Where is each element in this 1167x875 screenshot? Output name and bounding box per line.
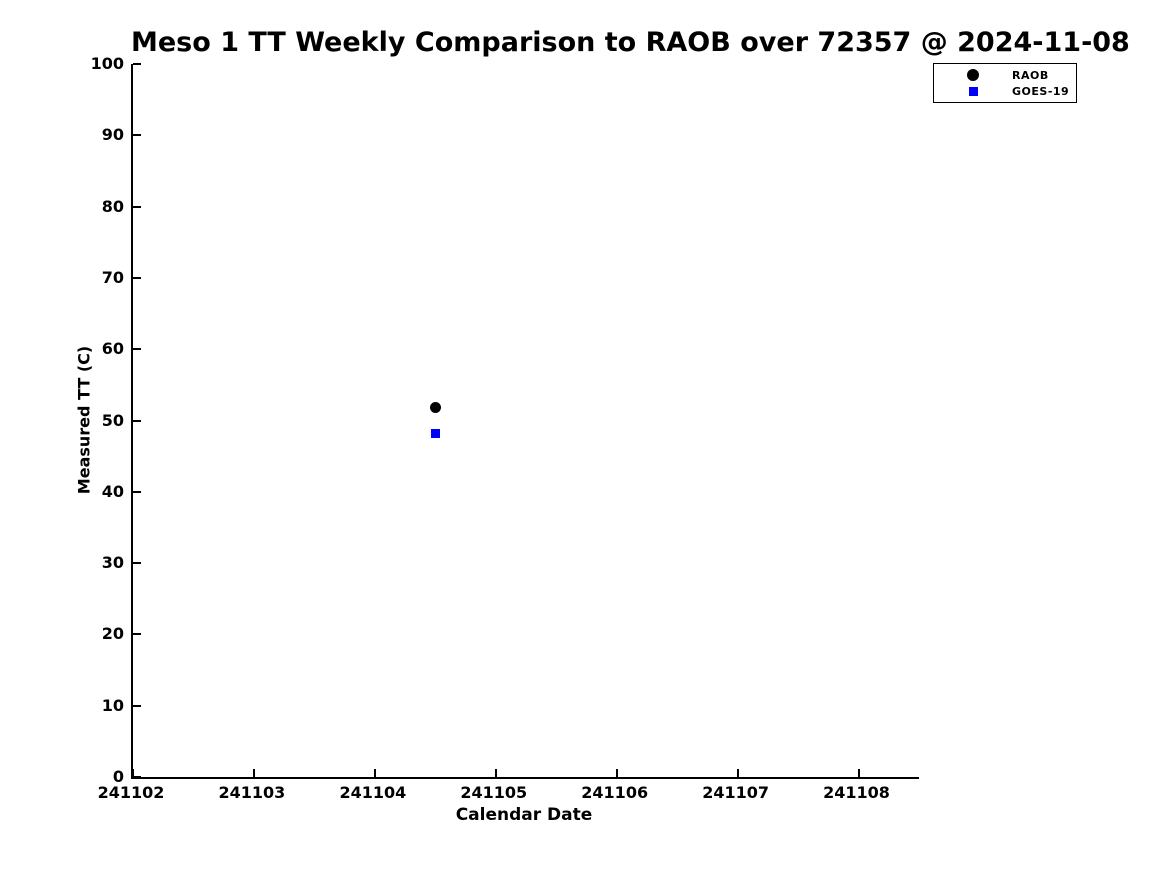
y-tick-label: 100 [90,54,124,73]
x-tick-mark [494,769,497,777]
legend-item-raob: RAOB [934,67,1076,83]
x-tick-label: 241106 [581,783,649,802]
legend-label: GOES-19 [1012,84,1070,98]
x-tick-label: 241103 [218,783,286,802]
x-tick-mark [252,769,255,777]
x-tick-mark [132,769,134,777]
y-tick-mark [133,205,141,208]
x-tick-label: 241104 [339,783,407,802]
y-tick-mark [133,419,141,422]
y-tick-label: 10 [101,695,124,715]
x-tick-labels: 241102 241103 241104 241105 241106 241107 2411… [98,783,917,805]
legend-item-goes-19: GOES-19 [934,83,1076,99]
x-tick-label: 241102 [97,783,165,802]
y-tick-mark [133,63,141,65]
x-tick-mark [373,769,376,777]
plot-area [131,63,919,779]
y-tick-mark [133,633,141,636]
y-tick-mark [133,562,141,565]
y-tick-mark [133,348,141,351]
x-tick-mark [615,769,618,777]
y-tick-label: 0 [112,767,124,786]
x-tick-mark [857,769,860,777]
y-tick-label: 20 [101,624,124,644]
goes-19-data-point [430,428,440,438]
y-tick-mark [133,134,141,137]
y-tick-label: 60 [101,339,124,359]
legend-marker-cell [934,86,1012,96]
legend: RAOB GOES-19 [933,63,1077,103]
y-tick-label: 40 [101,481,124,501]
y-tick-mark [133,276,141,279]
y-tick-mark [133,776,141,778]
y-tick-label: 80 [101,196,124,216]
y-tick-label: 70 [101,267,124,287]
x-tick-mark [736,769,739,777]
y-tick-label: 90 [101,125,124,145]
x-tick-label: 241105 [460,783,528,802]
goes-19-square-icon [968,86,978,96]
legend-marker-cell [934,69,1012,81]
y-tick-label: 30 [101,553,124,573]
chart-title: Meso 1 TT Weekly Comparison to RAOB over… [131,27,1130,58]
raob-data-point [429,402,441,414]
y-tick-mark [133,490,141,493]
y-tick-labels: 0 10 20 30 40 50 60 70 80 90 100 [0,54,124,786]
x-tick-label: 241108 [823,783,890,802]
y-tick-label: 50 [101,410,124,430]
raob-circle-icon [967,69,979,81]
y-tick-mark [133,704,141,707]
x-tick-label: 241107 [702,783,769,802]
x-axis-title: Calendar Date [455,805,593,825]
legend-label: RAOB [1012,68,1049,82]
